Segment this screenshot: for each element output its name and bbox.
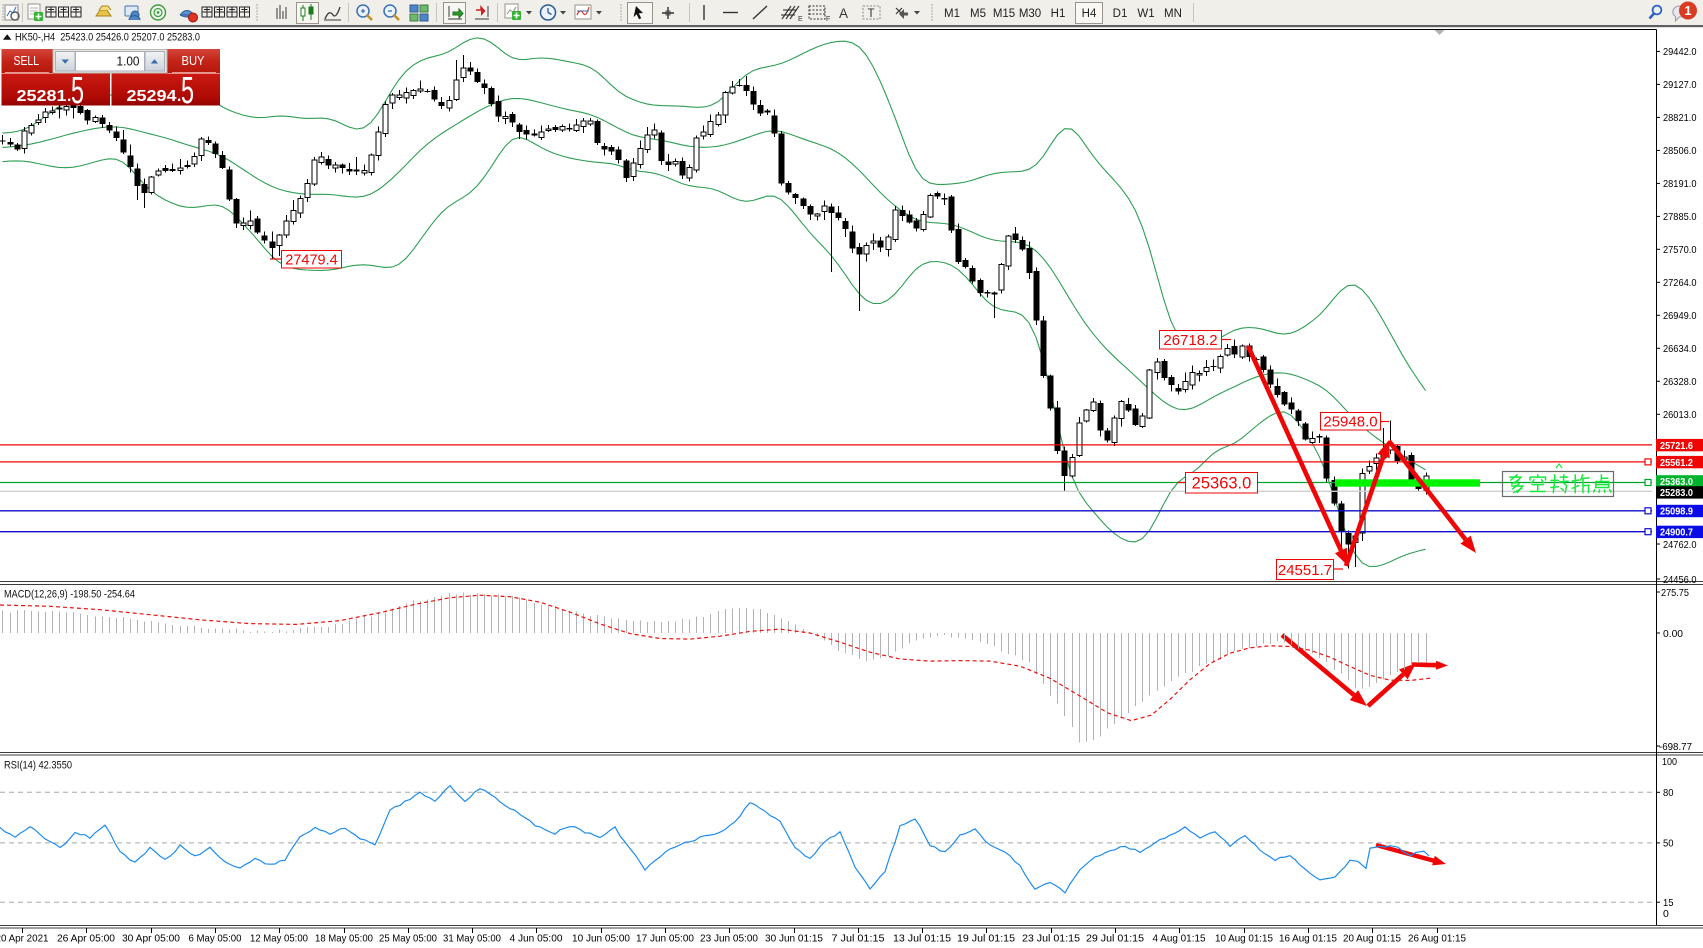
svg-text:MACD(12,26,9) -198.50 -254.64: MACD(12,26,9) -198.50 -254.64 xyxy=(4,589,135,601)
svg-text:50: 50 xyxy=(1663,838,1674,850)
svg-text:28821.0: 28821.0 xyxy=(1663,112,1697,124)
svg-text:23 Jun 05:00: 23 Jun 05:00 xyxy=(700,933,758,945)
svg-text:24900.7: 24900.7 xyxy=(1660,527,1693,539)
svg-text:25363.0: 25363.0 xyxy=(1192,475,1252,493)
svg-text:F: F xyxy=(826,16,830,23)
svg-text:26328.0: 26328.0 xyxy=(1663,376,1697,388)
svg-text:.: . xyxy=(177,88,181,105)
svg-text:17 Jun 05:00: 17 Jun 05:00 xyxy=(636,933,694,945)
svg-text:31 May 05:00: 31 May 05:00 xyxy=(443,933,501,945)
svg-text:25721.6: 25721.6 xyxy=(1660,440,1693,452)
svg-text:30 Apr 05:00: 30 Apr 05:00 xyxy=(122,933,180,945)
svg-text:25561.2: 25561.2 xyxy=(1660,457,1693,469)
svg-text:24762.0: 24762.0 xyxy=(1663,539,1697,551)
svg-text:19 Jul 01:15: 19 Jul 01:15 xyxy=(957,933,1015,945)
svg-text:5: 5 xyxy=(71,70,84,112)
svg-text:E: E xyxy=(798,16,803,23)
svg-text:29 Jul 01:15: 29 Jul 01:15 xyxy=(1086,933,1144,945)
svg-text:0: 0 xyxy=(1663,908,1669,920)
svg-text:.: . xyxy=(67,88,71,105)
svg-text:26949.0: 26949.0 xyxy=(1663,310,1697,322)
svg-text:27479.4: 27479.4 xyxy=(285,252,337,268)
svg-text:10 Aug 01:15: 10 Aug 01:15 xyxy=(1215,933,1273,945)
svg-text:6 May 05:00: 6 May 05:00 xyxy=(189,933,242,945)
svg-text:1.00: 1.00 xyxy=(117,55,140,69)
svg-text:25 May 05:00: 25 May 05:00 xyxy=(379,933,437,945)
svg-text:29442.0: 29442.0 xyxy=(1663,46,1697,58)
svg-text:25283.0: 25283.0 xyxy=(1660,487,1693,499)
svg-text:26634.0: 26634.0 xyxy=(1663,343,1697,355)
svg-text:T: T xyxy=(868,8,875,20)
svg-text:RSI(14) 42.3550: RSI(14) 42.3550 xyxy=(4,760,72,772)
svg-text:30 Jun 01:15: 30 Jun 01:15 xyxy=(765,933,823,945)
svg-text:26013.0: 26013.0 xyxy=(1663,409,1697,421)
svg-text:26718.2: 26718.2 xyxy=(1163,332,1217,349)
svg-text:HK50-,H4 25423.0 25426.0 2520: HK50-,H4 25423.0 25426.0 25207.0 25283.0 xyxy=(15,32,200,44)
svg-text:25948.0: 25948.0 xyxy=(1323,414,1377,431)
svg-text:M1: M1 xyxy=(944,8,960,20)
svg-text:23 Jul 01:15: 23 Jul 01:15 xyxy=(1022,933,1080,945)
svg-text:29127.0: 29127.0 xyxy=(1663,79,1697,91)
svg-text:28191.0: 28191.0 xyxy=(1663,178,1697,190)
svg-text:24456.0: 24456.0 xyxy=(1663,574,1697,586)
svg-text:5: 5 xyxy=(181,70,194,112)
svg-text:16 Aug 01:15: 16 Aug 01:15 xyxy=(1279,933,1337,945)
svg-text:26 Aug 01:15: 26 Aug 01:15 xyxy=(1408,933,1466,945)
svg-text:10 Jun 05:00: 10 Jun 05:00 xyxy=(572,933,630,945)
svg-text:25294: 25294 xyxy=(127,88,177,105)
svg-text:27570.0: 27570.0 xyxy=(1663,244,1697,256)
svg-text:24551.7: 24551.7 xyxy=(1278,562,1332,579)
svg-text:80: 80 xyxy=(1663,787,1674,799)
svg-text:18 May 05:00: 18 May 05:00 xyxy=(315,933,373,945)
svg-text:BUY: BUY xyxy=(182,54,206,68)
svg-text:27264.0: 27264.0 xyxy=(1663,277,1697,289)
svg-text:100: 100 xyxy=(1662,756,1677,768)
svg-text:H1: H1 xyxy=(1051,8,1066,20)
svg-text:W1: W1 xyxy=(1137,8,1154,20)
svg-text:A: A xyxy=(839,6,848,21)
svg-text:D1: D1 xyxy=(1113,8,1128,20)
svg-text:26 Apr 05:00: 26 Apr 05:00 xyxy=(57,933,115,945)
svg-text:13 Jul 01:15: 13 Jul 01:15 xyxy=(893,933,951,945)
svg-text:15: 15 xyxy=(1663,897,1674,909)
svg-text:20 Aug 01:15: 20 Aug 01:15 xyxy=(1343,933,1401,945)
svg-text:-698.77: -698.77 xyxy=(1659,741,1692,753)
svg-text:M5: M5 xyxy=(970,8,986,20)
svg-text:25098.9: 25098.9 xyxy=(1660,506,1693,518)
svg-text:275.75: 275.75 xyxy=(1661,587,1689,599)
svg-text:4 Aug 01:15: 4 Aug 01:15 xyxy=(1153,933,1206,945)
svg-text:M30: M30 xyxy=(1019,8,1041,20)
svg-text:H4: H4 xyxy=(1082,8,1097,20)
svg-text:0.00: 0.00 xyxy=(1663,628,1683,640)
svg-text:1: 1 xyxy=(1684,3,1691,18)
svg-text:M15: M15 xyxy=(993,8,1015,20)
svg-text:MN: MN xyxy=(1164,8,1182,20)
svg-text:27885.0: 27885.0 xyxy=(1663,211,1697,223)
svg-text:SELL: SELL xyxy=(14,54,40,68)
svg-text:12 May 05:00: 12 May 05:00 xyxy=(250,933,308,945)
svg-text:4 Jun 05:00: 4 Jun 05:00 xyxy=(510,933,563,945)
svg-text:28506.0: 28506.0 xyxy=(1663,145,1697,157)
svg-text:7 Jul 01:15: 7 Jul 01:15 xyxy=(832,933,885,945)
svg-text:25363.0: 25363.0 xyxy=(1660,476,1693,488)
svg-text:20 Apr 2021: 20 Apr 2021 xyxy=(0,933,49,945)
svg-text:25281: 25281 xyxy=(17,88,67,105)
